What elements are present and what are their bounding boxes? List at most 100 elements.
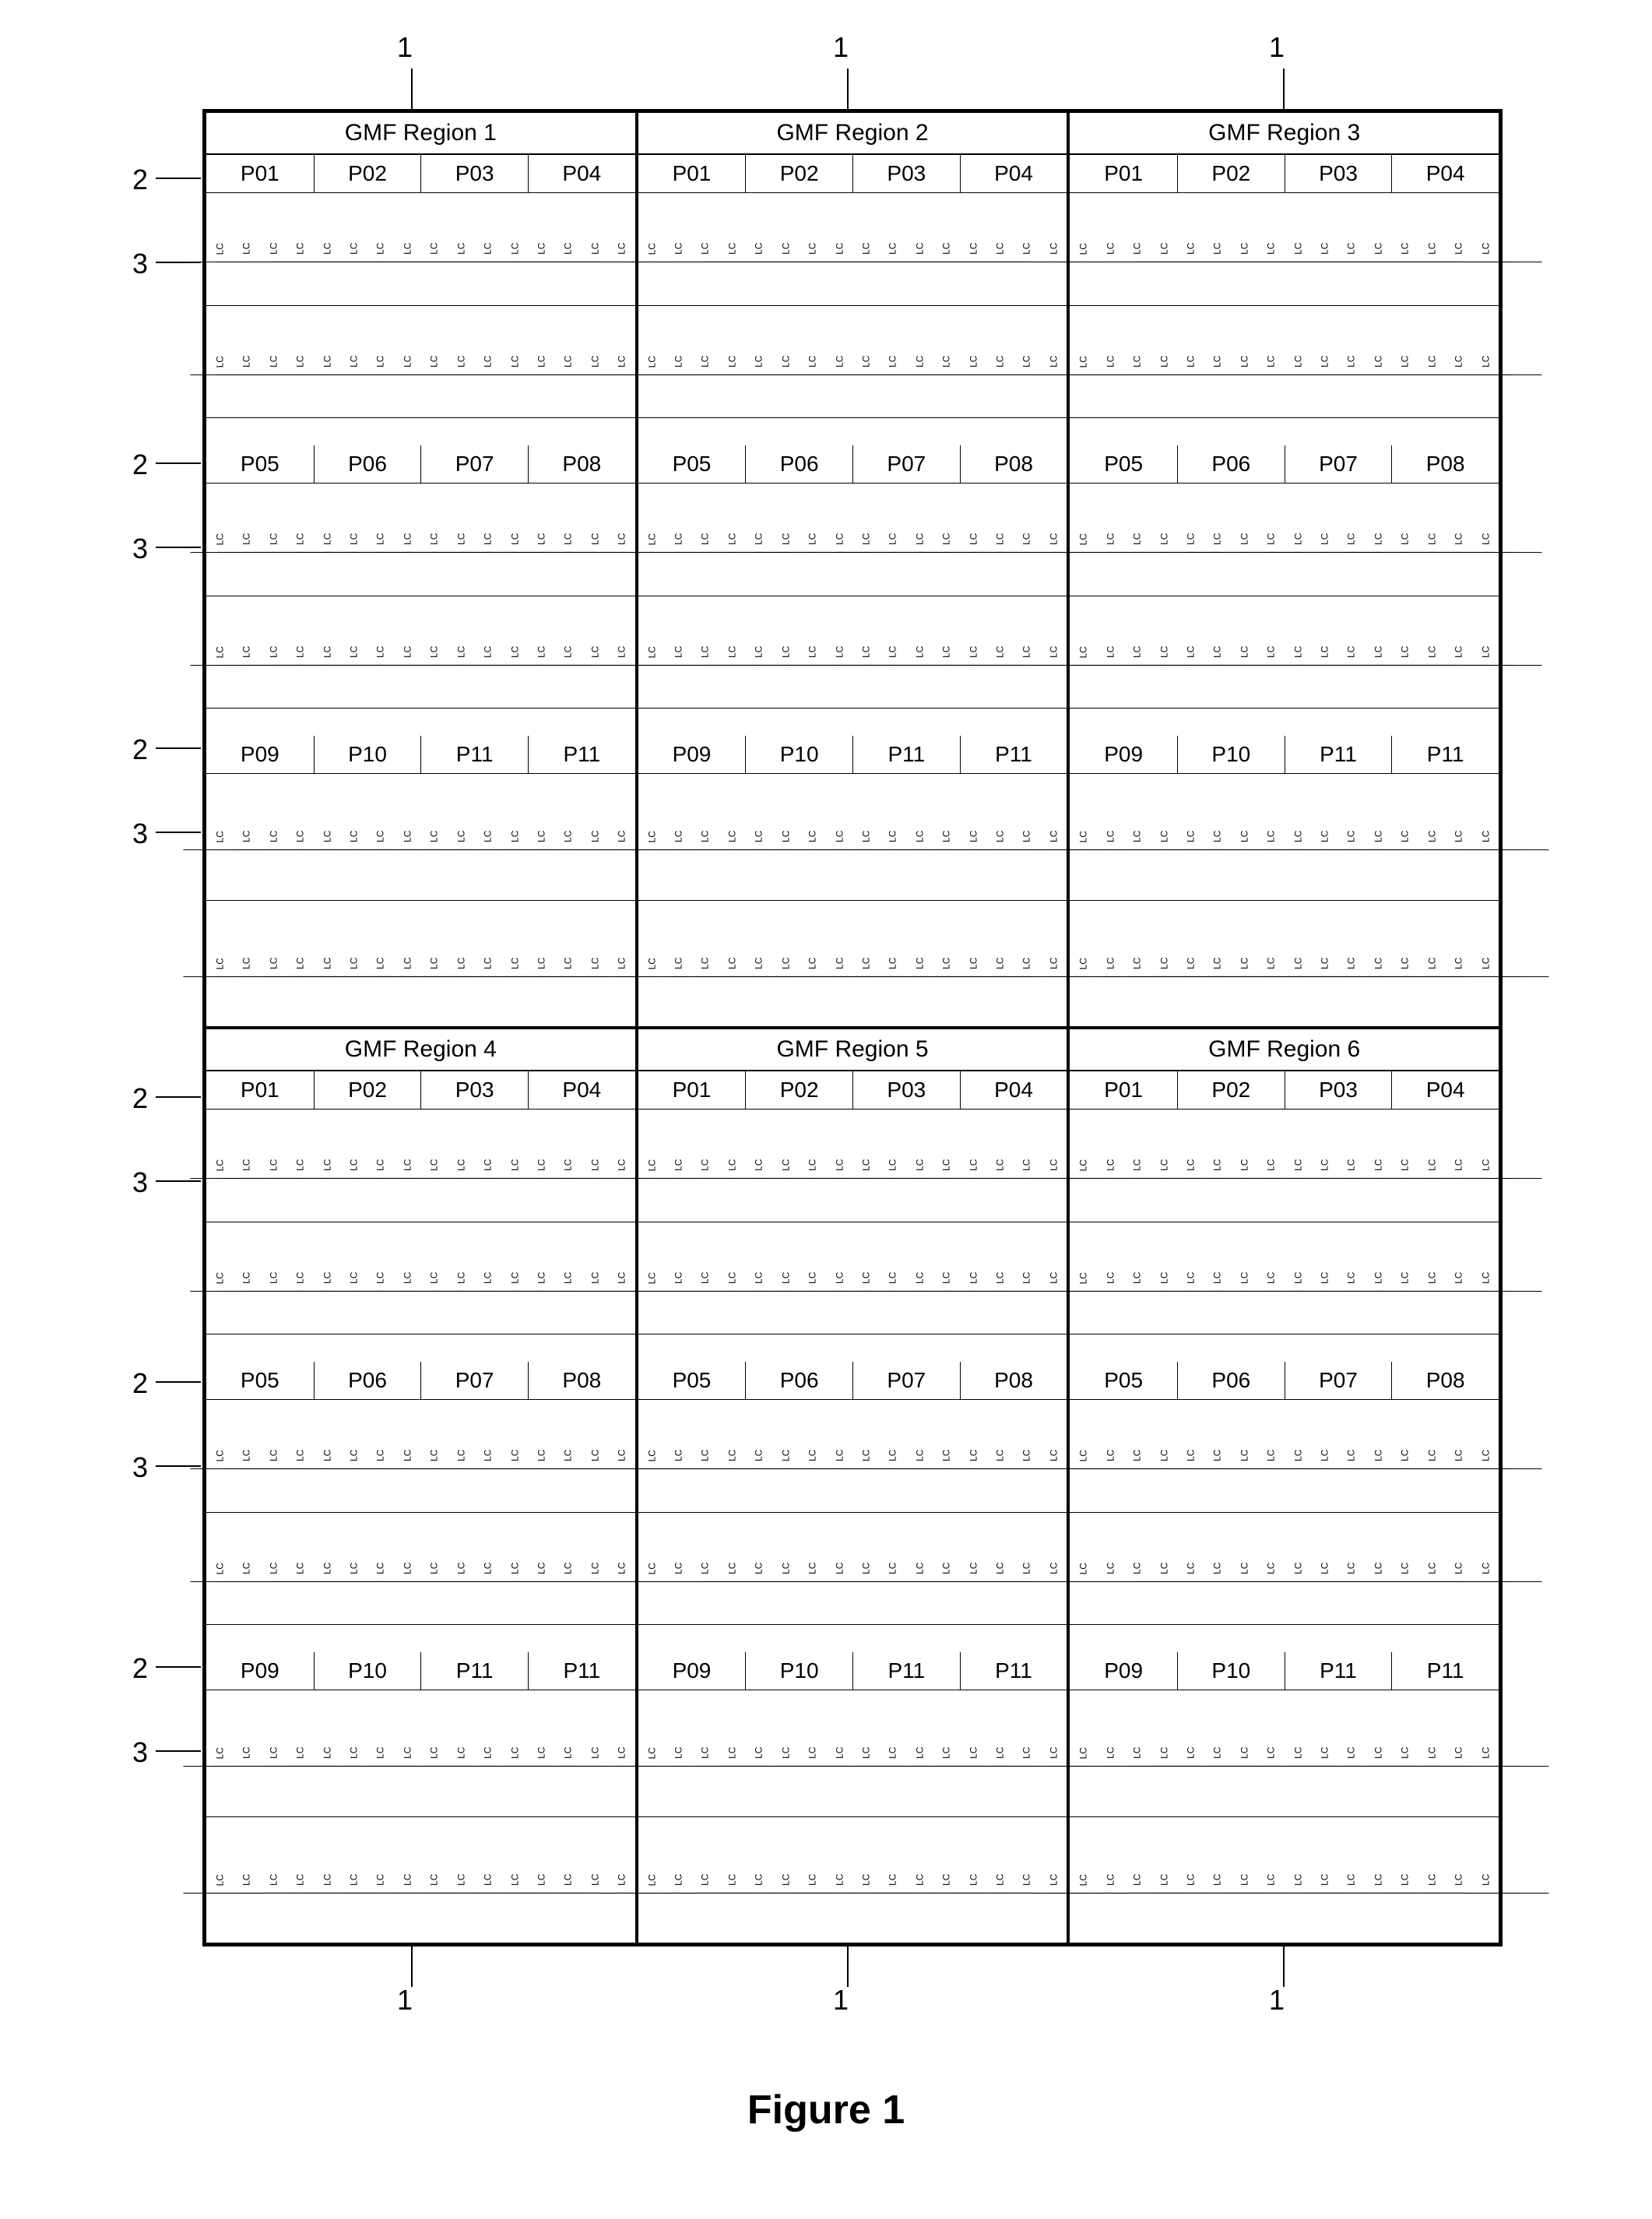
p-label: P02 [314, 155, 421, 192]
p-label: P11 [852, 1652, 960, 1690]
lc-rows: LCLCLCLCLCLCLCLCLCLCLCLCLCLCLCLCLCLCLCLC… [206, 1109, 635, 1334]
p-label: P08 [960, 445, 1067, 483]
p-label: P09 [1070, 736, 1177, 773]
region-body: P01P02P03P04LCLCLCLCLCLCLCLCLCLCLCLCLCLC… [1070, 1071, 1499, 1943]
p-row-header: P05P06P07P08 [638, 1362, 1067, 1399]
p-label: P06 [314, 445, 421, 483]
lc-cell: LC [1429, 638, 1541, 665]
p-label: P03 [420, 1071, 528, 1109]
lc-row: LCLCLCLCLCLCLCLCLCLCLCLCLCLCLCLC [206, 483, 635, 596]
p-label: P11 [1285, 736, 1392, 773]
p-row-block: P01P02P03P04LCLCLCLCLCLCLCLCLCLCLCLCLCLC… [638, 1071, 1067, 1362]
region-body: P01P02P03P04LCLCLCLCLCLCLCLCLCLCLCLCLCLC… [638, 1071, 1067, 1943]
p-label: P03 [1285, 1071, 1392, 1109]
region: GMF Region 4P01P02P03P04LCLCLCLCLCLCLCLC… [205, 1028, 637, 1944]
p-row-block: P01P02P03P04LCLCLCLCLCLCLCLCLCLCLCLCLCLC… [206, 1071, 635, 1362]
lc-row: LCLCLCLCLCLCLCLCLCLCLCLCLCLCLCLC [638, 1399, 1067, 1512]
lc-row: LCLCLCLCLCLCLCLCLCLCLCLCLCLCLCLC [206, 1690, 635, 1816]
p-label: P01 [206, 1071, 314, 1109]
p-row-block: P05P06P07P08LCLCLCLCLCLCLCLCLCLCLCLCLCLC… [206, 445, 635, 736]
lc-rows: LCLCLCLCLCLCLCLCLCLCLCLCLCLCLCLCLCLCLCLC… [638, 1690, 1067, 1943]
p-label: P06 [1177, 1362, 1285, 1399]
p-row-header: P09P10P11P11 [638, 736, 1067, 773]
p-label: P08 [528, 1362, 635, 1399]
p-row-header: P01P02P03P04 [638, 155, 1067, 192]
callout-line [156, 1666, 201, 1668]
row-gap [1070, 417, 1499, 445]
callout-left-2: 2 [132, 1367, 148, 1400]
row-gap [206, 1334, 635, 1362]
p-row-block: P01P02P03P04LCLCLCLCLCLCLCLCLCLCLCLCLCLC… [1070, 1071, 1499, 1362]
p-row-header: P01P02P03P04 [638, 1071, 1067, 1109]
p-row-block: P09P10P11P11LCLCLCLCLCLCLCLCLCLCLCLCLCLC… [206, 736, 635, 1026]
lc-row: LCLCLCLCLCLCLCLCLCLCLCLCLCLCLCLC [206, 1399, 635, 1512]
p-label: P07 [420, 1362, 528, 1399]
callout-left-2: 2 [132, 1082, 148, 1115]
row-gap [206, 708, 635, 736]
p-label: P08 [1391, 1362, 1499, 1399]
region: GMF Region 5P01P02P03P04LCLCLCLCLCLCLCLC… [637, 1028, 1069, 1944]
region-header: GMF Region 3 [1070, 113, 1499, 155]
p-label: P02 [1177, 155, 1285, 192]
p-label: P01 [1070, 1071, 1177, 1109]
p-label: P04 [528, 155, 635, 192]
lc-row: LCLCLCLCLCLCLCLCLCLCLCLCLCLCLCLC [638, 900, 1067, 1027]
region-header: GMF Region 1 [206, 113, 635, 155]
region-body: P01P02P03P04LCLCLCLCLCLCLCLCLCLCLCLCLCLC… [638, 155, 1067, 1026]
page: 1 1 1 2 3 2 3 2 3 2 3 2 3 2 3 1 1 1 GMF … [0, 0, 1652, 2219]
p-label: P06 [745, 1362, 852, 1399]
lc-rows: LCLCLCLCLCLCLCLCLCLCLCLCLCLCLCLCLCLCLCLC… [1070, 483, 1499, 708]
p-row-header: P01P02P03P04 [1070, 1071, 1499, 1109]
lc-row: LCLCLCLCLCLCLCLCLCLCLCLCLCLCLCLC [638, 1109, 1067, 1222]
p-label: P06 [1177, 445, 1285, 483]
lc-row: LCLCLCLCLCLCLCLCLCLCLCLCLCLCLCLC [638, 1690, 1067, 1816]
region-body: P01P02P03P04LCLCLCLCLCLCLCLCLCLCLCLCLCLC… [206, 1071, 635, 1943]
callout-bot-3: 1 [1269, 1984, 1285, 2017]
lc-cell: LC [1422, 950, 1548, 976]
callout-top-3: 1 [1269, 31, 1285, 64]
lc-row: LCLCLCLCLCLCLCLCLCLCLCLCLCLCLCLC [1070, 1109, 1499, 1222]
p-label: P01 [206, 155, 314, 192]
p-label: P02 [745, 155, 852, 192]
lc-rows: LCLCLCLCLCLCLCLCLCLCLCLCLCLCLCLCLCLCLCLC… [638, 192, 1067, 417]
p-row-block: P05P06P07P08LCLCLCLCLCLCLCLCLCLCLCLCLCLC… [1070, 1362, 1499, 1652]
p-label: P09 [638, 736, 746, 773]
row-gap [638, 417, 1067, 445]
p-row-header: P09P10P11P11 [1070, 736, 1499, 773]
callout-left-3: 3 [132, 1736, 148, 1769]
lc-cell: LC [1429, 1264, 1541, 1291]
row-gap [638, 1624, 1067, 1652]
p-label: P10 [745, 736, 852, 773]
callout-line [1283, 69, 1285, 109]
lc-cell: LC [1429, 1555, 1541, 1581]
p-row-header: P05P06P07P08 [638, 445, 1067, 483]
p-label: P11 [960, 736, 1067, 773]
p-label: P08 [528, 445, 635, 483]
callout-left-3: 3 [132, 248, 148, 280]
p-label: P02 [314, 1071, 421, 1109]
p-row-block: P09P10P11P11LCLCLCLCLCLCLCLCLCLCLCLCLCLC… [1070, 736, 1499, 1026]
callout-top-1: 1 [397, 31, 413, 64]
p-label: P07 [1285, 1362, 1392, 1399]
p-label: P08 [960, 1362, 1067, 1399]
callout-top-2: 1 [833, 31, 849, 64]
callout-line [411, 69, 413, 109]
p-label: P11 [420, 736, 528, 773]
lc-row: LCLCLCLCLCLCLCLCLCLCLCLCLCLCLCLC [638, 305, 1067, 418]
callout-line [156, 178, 201, 179]
lc-cell: LC [1429, 526, 1541, 553]
lc-cell: LC [1429, 1443, 1541, 1469]
callout-left-3: 3 [132, 1451, 148, 1484]
p-row-header: P09P10P11P11 [1070, 1652, 1499, 1690]
p-label: P10 [314, 736, 421, 773]
lc-row: LCLCLCLCLCLCLCLCLCLCLCLCLCLCLCLC [638, 773, 1067, 900]
p-row-header: P01P02P03P04 [206, 1071, 635, 1109]
p-label: P03 [1285, 155, 1392, 192]
callout-left-2: 2 [132, 448, 148, 481]
p-label: P07 [420, 445, 528, 483]
lc-row: LCLCLCLCLCLCLCLCLCLCLCLCLCLCLCLC [1070, 773, 1499, 900]
lc-rows: LCLCLCLCLCLCLCLCLCLCLCLCLCLCLCLCLCLCLCLC… [638, 483, 1067, 708]
callout-line [156, 462, 201, 464]
p-label: P03 [420, 155, 528, 192]
p-label: P05 [206, 445, 314, 483]
